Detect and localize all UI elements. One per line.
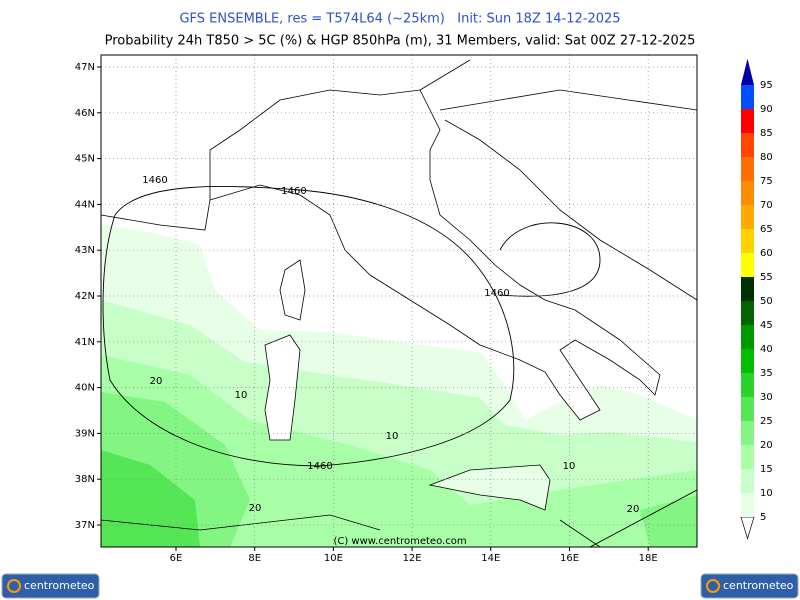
lat-label: 39N (75, 428, 95, 439)
contour-label: 1460 (281, 186, 306, 197)
lon-label: 14E (481, 553, 500, 564)
lon-label: 10E (324, 553, 343, 564)
contour-label: 10 (563, 461, 576, 472)
colorbar-segment (741, 277, 754, 301)
colorbar-label: 70 (760, 200, 773, 211)
colorbar-label: 90 (760, 104, 773, 115)
colorbar-segment (741, 349, 754, 373)
logo: centrometeo (700, 573, 799, 599)
colorbar-label: 5 (760, 512, 766, 523)
lat-label: 40N (75, 383, 95, 394)
colorbar-label: 95 (760, 80, 773, 91)
copyright: (C) www.centrometeo.com (333, 536, 466, 547)
colorbar-segment (741, 157, 754, 181)
lon-label: 8E (248, 553, 261, 564)
contour-label: 20 (627, 504, 640, 515)
colorbar-segment (741, 58, 754, 85)
colorbar-label: 20 (760, 440, 773, 451)
colorbar-segment (741, 397, 754, 421)
lat-label: 41N (75, 337, 95, 348)
colorbar-label: 30 (760, 392, 773, 403)
colorbar-segment (741, 133, 754, 157)
coastline (279, 259, 306, 321)
colorbar-label: 50 (760, 296, 773, 307)
colorbar: 5 10 15 20 25 30 35 40 45 50 55 60 65 70 75 80 85 90 95 (740, 58, 773, 540)
colorbar-label: 75 (760, 176, 773, 187)
lat-label: 47N (75, 62, 95, 73)
logo-text: centrometeo (723, 579, 794, 592)
colorbar-label: 40 (760, 344, 773, 355)
lat-label: 45N (75, 154, 95, 165)
colorbar-segment (741, 493, 754, 517)
lat-label: 42N (75, 291, 95, 302)
logo-box (1, 573, 100, 599)
contour-line (499, 222, 601, 297)
coastline (264, 334, 301, 441)
colorbar-segment (741, 85, 754, 109)
lat-label: 38N (75, 474, 95, 485)
lat-label: 37N (75, 520, 95, 531)
contour-line (589, 489, 697, 547)
colorbar-label: 25 (760, 416, 773, 427)
lon-label: 6E (170, 553, 183, 564)
lon-label: 18E (639, 553, 658, 564)
colorbar-segment (741, 469, 754, 493)
colorbar-label: 45 (760, 320, 773, 331)
contour-label: 10 (386, 431, 399, 442)
coastline (209, 89, 661, 421)
logo: centrometeo (1, 573, 100, 599)
colorbar-segment (741, 373, 754, 397)
colorbar-segment (741, 421, 754, 445)
map-frame (100, 54, 698, 548)
prob-area (640, 495, 697, 547)
colorbar-segment (741, 229, 754, 253)
colorbar-segment (741, 325, 754, 349)
colorbar-label: 85 (760, 128, 773, 139)
colorbar-segment (741, 181, 754, 205)
colorbar-label: 35 (760, 368, 773, 379)
colorbar-label: 55 (760, 272, 773, 283)
colorbar-label: 80 (760, 152, 773, 163)
contour-label: 1460 (142, 175, 167, 186)
lat-label: 44N (75, 199, 95, 210)
colorbar-segment (741, 253, 754, 277)
title: GFS ENSEMBLE, res = T574L64 (~25km) Init… (179, 12, 620, 27)
logo-box (700, 573, 799, 599)
lon-label: 12E (403, 553, 422, 564)
contour-label: 10 (235, 390, 248, 401)
contour-label: 1460 (484, 288, 509, 299)
contour-label: 20 (150, 376, 163, 387)
colorbar-end (740, 516, 755, 540)
map: (C) www.centrometeo.com (97, 54, 698, 551)
lat-label: 46N (75, 108, 95, 119)
colorbar-label: 65 (760, 224, 773, 235)
logo-icon (706, 579, 720, 593)
coastline (101, 59, 697, 547)
colorbar-segment (741, 109, 754, 133)
logo-text: centrometeo (24, 579, 95, 592)
colorbar-segment (741, 205, 754, 229)
colorbar-segment (741, 445, 754, 469)
colorbar-segment (741, 301, 754, 325)
lon-label: 16E (560, 553, 579, 564)
lat-label: 43N (75, 245, 95, 256)
colorbar-label: 60 (760, 248, 773, 259)
prob-area (101, 355, 697, 547)
logo-icon (7, 579, 21, 593)
colorbar-label: 15 (760, 464, 773, 475)
contour-label: 1460 (307, 461, 332, 472)
colorbar-label: 10 (760, 488, 773, 499)
contour-label: 20 (249, 503, 262, 514)
subtitle: Probability 24h T850 > 5C (%) & HGP 850h… (105, 34, 696, 49)
coastline (428, 464, 551, 511)
contour-line (102, 186, 515, 467)
